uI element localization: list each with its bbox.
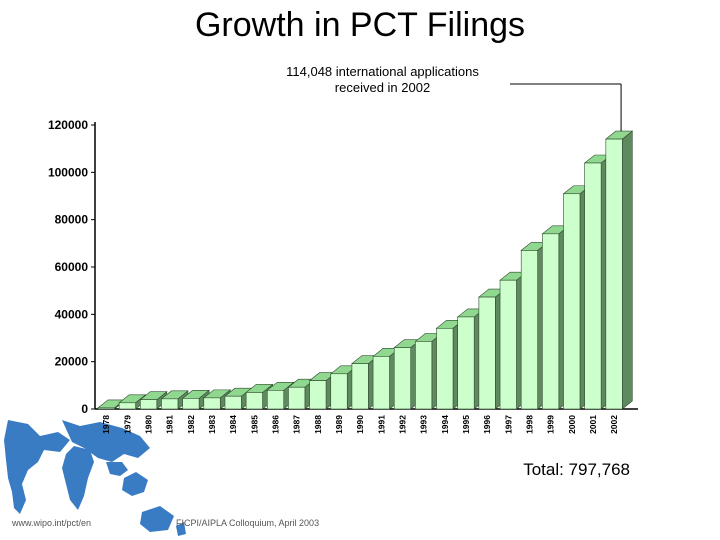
bar-front [182,398,200,410]
y-tick-label: 100000 [48,165,88,179]
x-tick-label: 1984 [228,415,238,434]
bar-front [97,407,115,410]
x-tick-label: 2000 [567,415,577,434]
x-tick-label: 1990 [355,415,365,434]
x-tick-label: 1979 [122,415,132,434]
y-tick-label: 0 [81,402,88,416]
x-tick-label: 1985 [249,415,259,434]
footer-event: FICPI/AIPLA Colloquium, April 2003 [176,518,320,528]
bars [97,130,634,410]
bar-front [393,347,411,410]
x-tick-label: 1981 [165,415,175,434]
world-map-icon [4,420,186,536]
bar-front [266,390,285,410]
bar-front [542,233,560,410]
x-tick-label: 1994 [440,415,450,434]
bar-front [203,397,221,410]
y-tick-label: 60000 [55,260,89,274]
bar-front [245,392,263,410]
callout-line-1: 114,048 international applications [286,64,479,79]
x-tick-label: 1996 [482,415,492,434]
bar-front [563,193,581,410]
x-tick-label: 1982 [186,415,196,434]
bar-front [457,316,475,410]
bar-front [415,341,433,410]
x-tick-label: 1997 [503,415,513,434]
bar-front [436,327,454,410]
bar-front [584,162,602,410]
x-tick-label: 1980 [144,415,154,434]
bar-front [520,250,538,410]
x-tick-label: 1978 [101,415,111,434]
x-tick-label: 2002 [609,415,619,434]
x-tick-label: 1989 [334,415,344,434]
y-tick-label: 80000 [55,213,89,227]
x-tick-label: 1995 [461,415,471,434]
bar-front [118,402,136,410]
annotation-callout: 114,048 international applications recei… [255,64,510,96]
x-tick-label: 1991 [376,415,386,434]
bar-front [478,296,496,410]
x-tick-label: 1988 [313,415,323,434]
y-axis-ticks: 0 20000 40000 60000 80000 100000 120000 [48,118,95,416]
x-tick-label: 2001 [588,415,598,434]
x-tick-label: 1983 [207,415,217,434]
x-tick-label: 1992 [397,415,407,434]
bar-2002 [604,130,634,410]
x-tick-label: 1999 [546,415,556,434]
y-tick-label: 20000 [55,355,89,369]
x-tick-label: 1987 [292,415,302,434]
bar-front [161,398,179,410]
y-tick-label: 120000 [48,118,88,132]
x-tick-label: 1993 [419,415,429,434]
footer-url[interactable]: www.wipo.int/pct/en [12,518,92,528]
x-axis-ticks: 1978 1979 1980 1981 1982 1983 1984 1985 1986 1987… [101,415,619,434]
callout-line-2: received in 2002 [334,80,431,95]
x-tick-label: 1998 [524,415,534,434]
bar-front [224,395,242,410]
slide-title: Growth in PCT Filings [194,6,526,44]
bar-front [288,386,306,410]
bar-front [372,356,390,410]
y-tick-label: 40000 [55,307,89,321]
bar-front [351,363,369,410]
bar-front [499,279,517,410]
bar-side [621,130,633,410]
bar-front [330,373,348,410]
total-label: Total: 797,768 [523,460,630,479]
bar-front [309,380,327,410]
bar-front [140,399,158,410]
bar-front [605,138,623,410]
x-tick-label: 1986 [271,415,281,434]
